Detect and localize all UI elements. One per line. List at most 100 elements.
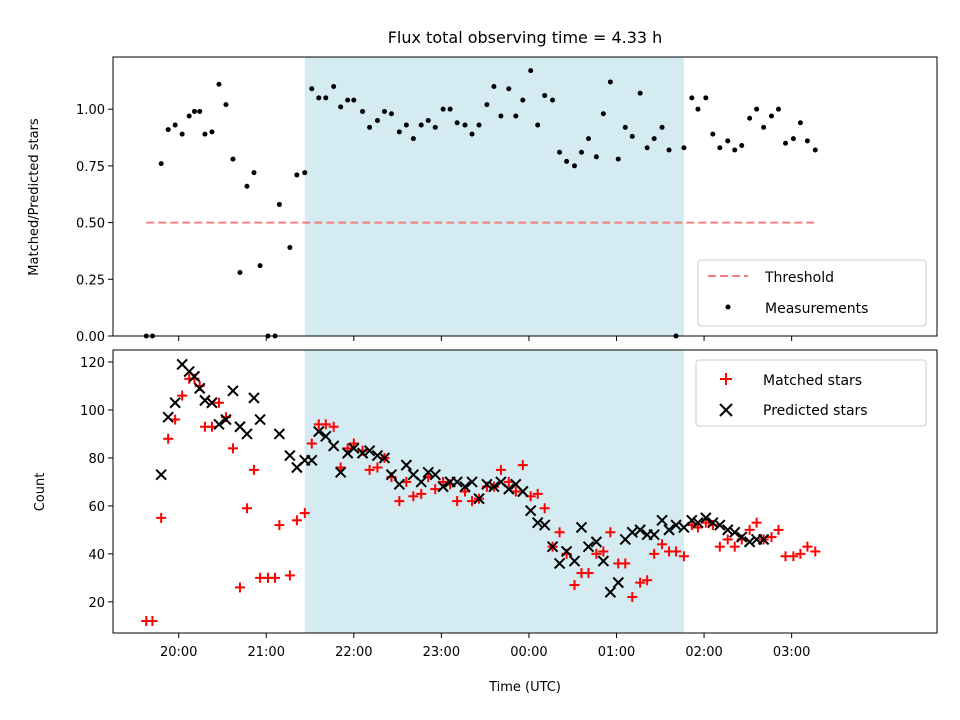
count-legend: Matched stars Predicted stars bbox=[695, 359, 927, 427]
matched-stars-point bbox=[649, 548, 660, 559]
measurements-point bbox=[165, 127, 171, 133]
measurements-point bbox=[302, 170, 308, 176]
y-tick-label: 20 bbox=[88, 596, 105, 611]
measurements-point bbox=[331, 83, 337, 89]
y-tick-label: 40 bbox=[88, 548, 105, 563]
measurements-point bbox=[172, 122, 178, 128]
measurements-point bbox=[651, 136, 657, 142]
measurements-point bbox=[607, 79, 613, 85]
measurements-point bbox=[223, 102, 229, 108]
threshold-legend-label: Threshold bbox=[764, 270, 834, 286]
measurements-point bbox=[681, 145, 687, 151]
predicted-stars-point bbox=[188, 370, 201, 383]
measurements-point bbox=[294, 172, 300, 178]
y-tick-label: 100 bbox=[80, 404, 105, 419]
matched-stars-point bbox=[163, 433, 174, 444]
predicted-stars-point bbox=[553, 557, 566, 570]
measurements-point bbox=[388, 111, 394, 117]
ratio-legend: Threshold Measurements bbox=[697, 259, 927, 327]
predicted-stars-point bbox=[612, 576, 624, 589]
predicted-stars-point bbox=[757, 533, 770, 546]
measurements-point bbox=[600, 111, 606, 117]
measurements-point bbox=[557, 149, 563, 155]
measurements-point bbox=[498, 113, 504, 119]
measurements-point bbox=[717, 145, 723, 151]
predicted-stars-point bbox=[334, 466, 347, 479]
matched-stars-point bbox=[678, 551, 689, 562]
predicted-stars-point bbox=[590, 536, 603, 548]
matched-stars-point bbox=[274, 520, 285, 531]
matched-stars-point bbox=[620, 558, 631, 569]
predicted-stars-point bbox=[162, 411, 174, 423]
predicted-stars-point bbox=[722, 524, 734, 536]
matched-stars-point bbox=[306, 438, 317, 449]
matched-stars-point bbox=[598, 546, 609, 557]
measurements-point bbox=[491, 83, 497, 89]
measurements-point bbox=[230, 156, 236, 162]
measurements-legend-label: Measurements bbox=[765, 301, 868, 317]
matched-stars-point bbox=[460, 486, 471, 497]
predicted-stars-point bbox=[363, 445, 376, 457]
matched-stars-point bbox=[495, 464, 506, 475]
predicted-stars-point bbox=[199, 394, 211, 407]
predicted-stars-point bbox=[488, 480, 500, 493]
x-tick-label: 23:00 bbox=[423, 645, 460, 660]
x-axis-label: Time (UTC) bbox=[488, 680, 561, 695]
predicted-stars-point bbox=[385, 469, 398, 481]
measurements-point bbox=[790, 136, 796, 142]
y-tick-label: 60 bbox=[88, 500, 105, 515]
predicted-stars-point bbox=[743, 536, 756, 548]
measurements-point bbox=[812, 147, 818, 153]
measurements-point bbox=[659, 124, 665, 130]
matched-stars-point bbox=[657, 539, 668, 550]
measurements-point bbox=[410, 136, 416, 142]
matched-stars-point bbox=[795, 548, 806, 559]
measurements-point bbox=[202, 131, 208, 137]
predicted-stars-point bbox=[400, 459, 413, 471]
matched-stars-point bbox=[729, 541, 740, 552]
measurements-point bbox=[158, 161, 164, 167]
measurements-point bbox=[244, 183, 250, 189]
predicted-legend-swatch bbox=[719, 403, 733, 417]
predicted-stars-point bbox=[193, 382, 206, 395]
matched-stars-point bbox=[569, 580, 580, 591]
measurements-point bbox=[804, 138, 810, 144]
measurements-point bbox=[622, 124, 628, 130]
matched-stars-point bbox=[248, 464, 259, 475]
x-tick-label: 01:00 bbox=[598, 645, 635, 660]
matched-stars-point bbox=[438, 476, 449, 487]
predicted-stars-point bbox=[227, 385, 239, 397]
predicted-stars-point bbox=[241, 428, 253, 440]
y-tick-label: 1.00 bbox=[76, 103, 105, 118]
measurements-point bbox=[513, 113, 519, 119]
predicted-stars-point bbox=[546, 540, 559, 553]
measurements-point bbox=[644, 145, 650, 151]
matched-stars-point bbox=[751, 517, 762, 528]
measurements-point bbox=[761, 124, 767, 130]
measurements-point bbox=[316, 95, 322, 101]
predicted-stars-point bbox=[597, 555, 610, 567]
measurements-point bbox=[287, 245, 293, 251]
matched-stars-point bbox=[299, 508, 310, 519]
matched-stars-point bbox=[671, 546, 682, 557]
ratio-y-axis-label: Matched/Predicted stars bbox=[27, 118, 42, 276]
measurements-point bbox=[469, 131, 475, 137]
measurements-point bbox=[367, 124, 373, 130]
matched-stars-point bbox=[241, 503, 252, 514]
ratio-plot-area bbox=[143, 68, 818, 339]
x-tick-label: 22:00 bbox=[335, 645, 372, 660]
measurements-legend-swatch bbox=[725, 304, 731, 310]
predicted-stars-point bbox=[206, 397, 218, 409]
y-tick-label: 80 bbox=[88, 452, 105, 467]
matched-stars-point bbox=[372, 462, 383, 473]
measurements-point bbox=[179, 131, 185, 137]
predicted-stars-point bbox=[437, 480, 449, 493]
predicted-stars-point bbox=[575, 521, 588, 534]
predicted-stars-point bbox=[686, 514, 698, 526]
predicted-stars-point bbox=[466, 476, 478, 488]
predicted-stars-point bbox=[700, 512, 712, 524]
ratio-panel: 0.00 0.25 0.50 0.75 1.00 Matched/Predicted s… bbox=[27, 56, 938, 345]
predicted-stars-point bbox=[429, 469, 441, 481]
measurements-point bbox=[615, 156, 621, 162]
